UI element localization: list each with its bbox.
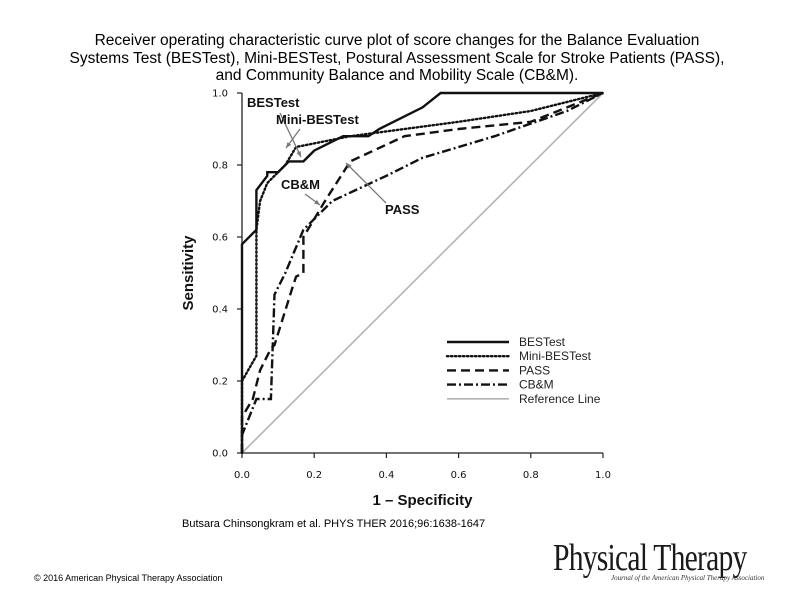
x-tick-label: 1.0 bbox=[595, 470, 611, 481]
y-tick-label: 0.4 bbox=[212, 305, 228, 316]
x-tick-label: 0.4 bbox=[378, 470, 394, 481]
annotation-arrowhead-bestest bbox=[296, 151, 301, 157]
journal-logo: Physical Therapy Journal of the American… bbox=[553, 536, 783, 586]
x-tick-label: 0.6 bbox=[451, 470, 467, 481]
title-line-3: and Community Balance and Mobility Scale… bbox=[215, 67, 579, 84]
annotation-arrowhead-cb-m bbox=[314, 199, 320, 205]
y-tick-label: 0.8 bbox=[212, 161, 228, 172]
title-line-1: Receiver operating characteristic curve … bbox=[94, 32, 700, 49]
annotation-label-cb-m: CB&M bbox=[281, 177, 320, 192]
x-tick-label: 0.0 bbox=[234, 470, 250, 481]
series-line-pass bbox=[240, 91, 604, 453]
x-tick-label: 0.2 bbox=[306, 470, 322, 481]
annotation-arrowhead-mini-bestest bbox=[286, 142, 292, 148]
copyright: © 2016 American Physical Therapy Associa… bbox=[34, 573, 223, 583]
y-axis-label: Sensitivity bbox=[180, 235, 197, 311]
annotations-layer: BESTest Mini-BESTest CB&M PASS bbox=[247, 95, 420, 217]
citation: Butsara Chinsongkram et al. PHYS THER 20… bbox=[182, 518, 486, 530]
x-axis-label: 1 – Specificity bbox=[372, 492, 473, 509]
title-line-2: Systems Test (BESTest), Mini-BESTest, Po… bbox=[69, 49, 725, 67]
y-tick-label: 1.0 bbox=[212, 89, 228, 100]
annotation-label-bestest: BESTest bbox=[247, 95, 300, 110]
journal-logo-subtitle: Journal of the American Physical Therapy… bbox=[611, 574, 765, 582]
x-tick-label: 0.8 bbox=[523, 470, 539, 481]
series-line-cb-m bbox=[240, 91, 604, 453]
chart-title: Receiver operating characteristic curve … bbox=[20, 32, 774, 85]
series-layer bbox=[240, 91, 605, 455]
annotation-arrow-bestest bbox=[279, 112, 302, 158]
annotation-label-mini-bestest: Mini-BESTest bbox=[276, 112, 359, 127]
y-tick-label: 0.6 bbox=[212, 233, 228, 244]
annotation-label-pass: PASS bbox=[385, 202, 420, 217]
legend-label-pass: PASS bbox=[519, 363, 550, 377]
series-line-bestest bbox=[240, 91, 603, 453]
series-line-reference-line bbox=[241, 92, 604, 454]
series-line-mini-bestest bbox=[240, 91, 605, 455]
legend-label-cb-m: CB&M bbox=[519, 378, 554, 392]
legend-label-mini-bestest: Mini-BESTest bbox=[519, 349, 592, 363]
chart-axes: 0.0 0.2 0.4 0.6 0.8 1.0 0.0 0.2 0.4 0.6 0.8 1.0 1 – … bbox=[180, 89, 611, 510]
y-tick-label: 0.2 bbox=[212, 377, 228, 388]
y-tick-label: 0.0 bbox=[212, 449, 228, 460]
legend-label-bestest: BESTest bbox=[519, 335, 566, 349]
legend-label-reference-line: Reference Line bbox=[519, 392, 601, 406]
annotation-arrowhead-pass bbox=[346, 163, 352, 169]
journal-logo-name: Physical Therapy bbox=[553, 537, 747, 579]
annotation-arrow-pass bbox=[345, 162, 387, 204]
